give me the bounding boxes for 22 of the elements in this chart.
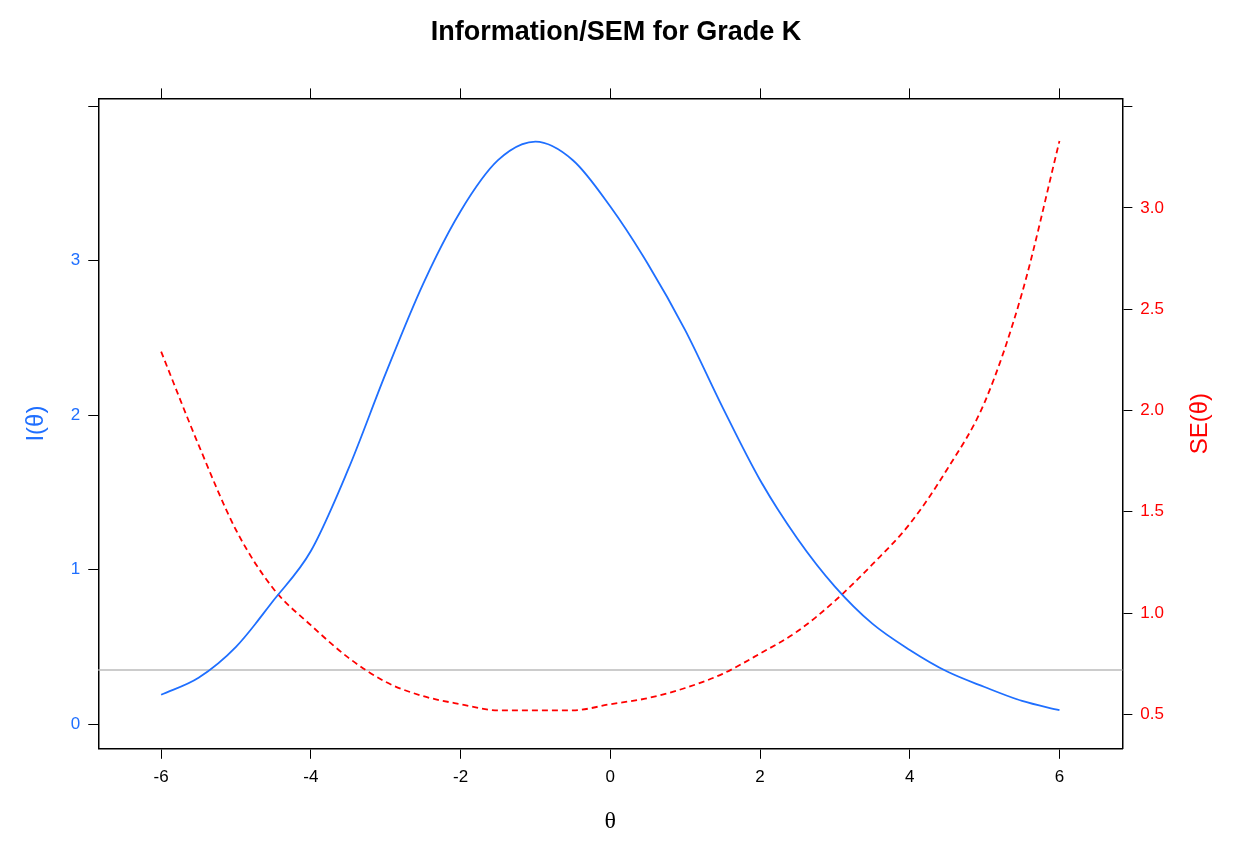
y2-tick-label: 3.0 (1140, 197, 1165, 217)
x-tick-label: 4 (905, 766, 915, 786)
x-tick-label: 0 (605, 766, 616, 786)
y-axis-title: I(θ) (21, 405, 49, 442)
y2-tick-label: 2.5 (1140, 298, 1165, 318)
y2-tick-label: 1.5 (1140, 501, 1165, 521)
y2-axis-title: SE(θ) (1184, 392, 1212, 455)
y-tick-label: 2 (70, 404, 81, 424)
y2-tick-label: 1.0 (1140, 602, 1165, 622)
x-axis-title: θ (604, 806, 617, 833)
x-tick-label: 6 (1054, 766, 1065, 786)
x-tick-label: -2 (453, 766, 469, 786)
chart-title: Information/SEM for Grade K (430, 15, 802, 46)
x-tick-label: -6 (153, 766, 169, 786)
x-tick-label: -4 (303, 766, 319, 786)
line-series (160, 140, 1061, 712)
y2-tick-label: 2.0 (1140, 400, 1165, 420)
y-tick-label: 1 (70, 559, 81, 579)
y-tick-label: 0 (70, 713, 81, 733)
x-tick-label: 2 (755, 766, 765, 786)
y-tick-label: 3 (70, 250, 81, 270)
y2-tick-label: 0.5 (1140, 704, 1165, 724)
